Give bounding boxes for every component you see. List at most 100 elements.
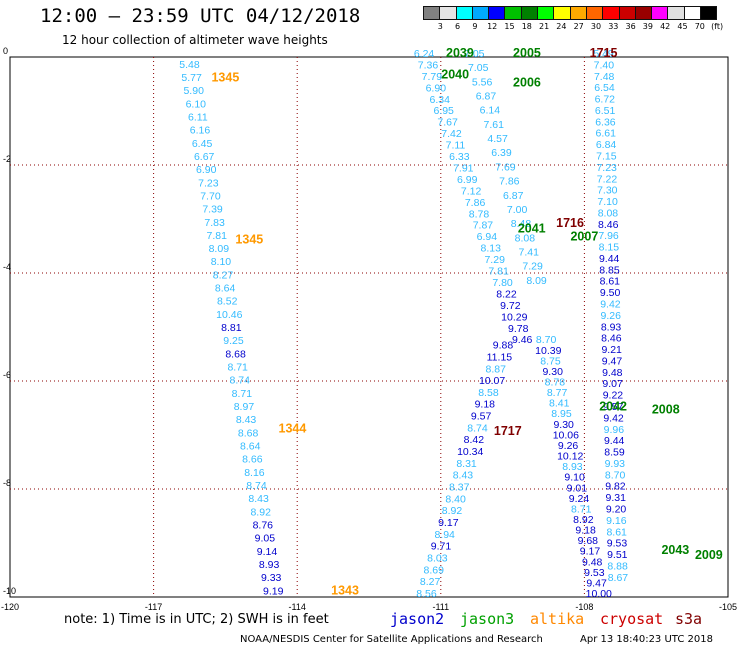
- wave-height-label: 8.08: [598, 207, 619, 219]
- wave-height-label: 7.39: [202, 204, 223, 216]
- wave-height-label: 8.40: [445, 493, 466, 505]
- wave-height-label: 9.51: [607, 549, 628, 561]
- legend-jason2: jason2: [390, 610, 445, 628]
- wave-height-label: 8.03: [427, 553, 448, 565]
- wave-height-label: 8.52: [217, 296, 238, 308]
- color-scale-label: 9: [472, 22, 478, 31]
- y-tick-label: 0: [3, 46, 8, 56]
- wave-height-label: 9.16: [606, 515, 627, 527]
- swh-color-scale: [423, 6, 718, 20]
- wave-height-label: 8.74: [230, 375, 251, 387]
- wave-height-label: 10.06: [553, 429, 579, 441]
- wave-height-label: 8.76: [253, 519, 274, 531]
- wave-height-label: 8.93: [601, 321, 622, 333]
- wave-height-label: 8.41: [549, 398, 570, 410]
- wave-height-label: 8.09: [209, 243, 230, 255]
- wave-height-label: 7.36: [418, 59, 439, 71]
- wave-height-label: 9.17: [580, 546, 601, 558]
- plot-frame: [9, 56, 729, 598]
- wave-height-label: 8.10: [211, 256, 232, 268]
- wave-height-label: 8.68: [225, 348, 246, 360]
- pass-time-label: 1717: [494, 424, 522, 438]
- wave-height-label: 8.42: [464, 434, 485, 446]
- wave-height-label: 9.26: [601, 310, 622, 322]
- wave-height-label: 9.31: [606, 492, 627, 504]
- legend-jason3: jason3: [460, 610, 515, 628]
- wave-height-label: 8.64: [215, 283, 236, 295]
- color-scale-label: 15: [504, 22, 515, 31]
- pass-time-label: 1345: [235, 232, 263, 246]
- wave-height-label: 8.94: [434, 529, 455, 541]
- wave-height-label: 8.59: [604, 447, 625, 459]
- wave-height-label: 8.88: [607, 560, 628, 572]
- color-scale-label: 42: [660, 22, 671, 31]
- wave-height-label: 7.29: [522, 261, 543, 273]
- wave-height-label: 6.87: [476, 91, 497, 103]
- wave-height-label: 9.17: [438, 517, 459, 529]
- wave-height-label: 9.19: [263, 585, 284, 597]
- color-scale-label: 39: [642, 22, 653, 31]
- wave-height-label: 6.34: [430, 94, 451, 106]
- pass-time-label: 2006: [513, 76, 541, 90]
- color-scale-label: 45: [677, 22, 688, 31]
- wave-height-label: 9.50: [600, 287, 621, 299]
- wave-height-label: 7.41: [519, 246, 540, 258]
- wave-height-label: 8.37: [449, 482, 470, 494]
- color-scale-label: 24: [556, 22, 567, 31]
- chart-title: 12:00 – 23:59 UTC 04/12/2018: [40, 5, 361, 27]
- wave-height-label: 7.83: [204, 217, 225, 229]
- wave-height-label: 9.78: [508, 323, 529, 335]
- wave-height-label: 4.57: [487, 133, 508, 145]
- color-scale-cell: [700, 6, 718, 20]
- wave-height-label: 11.15: [487, 351, 513, 363]
- color-scale-label: 6: [455, 22, 461, 31]
- wave-height-label: 10.34: [457, 446, 483, 458]
- wave-height-label: 10.12: [557, 451, 583, 463]
- wave-height-label: 9.57: [471, 411, 492, 423]
- wave-height-label: 6.72: [595, 94, 616, 106]
- pass-time-label: 2043: [661, 543, 689, 557]
- wave-height-label: 6.90: [196, 164, 217, 176]
- color-scale-label: 21: [539, 22, 550, 31]
- wave-height-label: 9.30: [553, 419, 574, 431]
- wave-height-label: 7.61: [484, 119, 505, 131]
- wave-height-label: 9.10: [564, 472, 585, 484]
- wave-height-label: 5.90: [183, 85, 204, 97]
- wave-height-label: 8.70: [536, 334, 557, 346]
- wave-height-label: 8.77: [547, 387, 568, 399]
- wave-height-label: 8.78: [545, 377, 566, 389]
- wave-height-label: 9.47: [602, 355, 623, 367]
- wave-height-label: 8.78: [469, 208, 490, 220]
- wave-height-label: 9.42: [600, 299, 621, 311]
- wave-height-label: 6.16: [190, 125, 211, 137]
- x-tick-label: -117: [145, 602, 162, 612]
- pass-time-label: 2041: [518, 222, 546, 236]
- wave-height-label: 9.18: [575, 525, 596, 537]
- wave-height-label: 9.22: [603, 390, 624, 402]
- x-tick-label: -108: [575, 602, 593, 612]
- wave-height-label: 7.00: [507, 204, 528, 216]
- wave-height-label: 8.87: [486, 363, 507, 375]
- wave-height-label: 8.92: [442, 505, 463, 517]
- wave-height-label: 10.00: [586, 588, 612, 600]
- wave-height-label: 8.15: [599, 242, 620, 254]
- wave-height-label: 7.96: [598, 230, 619, 242]
- wave-height-label: 7.86: [465, 197, 486, 209]
- wave-height-label: 7.12: [461, 185, 482, 197]
- wave-height-label: 9.48: [582, 556, 603, 568]
- wave-height-label: 9.82: [605, 481, 626, 493]
- wave-height-label: 6.94: [477, 231, 498, 243]
- wave-height-label: 8.43: [453, 470, 474, 482]
- x-tick-label: -111: [432, 602, 449, 612]
- wave-height-label: 8.56: [416, 588, 437, 600]
- wave-height-label: 9.01: [567, 482, 588, 494]
- wave-height-label: 8.43: [248, 493, 269, 505]
- wave-height-label: 9.44: [599, 253, 620, 265]
- wave-height-label: 7.40: [594, 59, 615, 71]
- wave-height-label: 7.42: [441, 128, 462, 140]
- wave-height-label: 8.43: [236, 414, 257, 426]
- color-scale-label: 12: [487, 22, 498, 31]
- wave-height-label: 6.87: [503, 190, 524, 202]
- wave-height-label: 9.71: [431, 541, 452, 553]
